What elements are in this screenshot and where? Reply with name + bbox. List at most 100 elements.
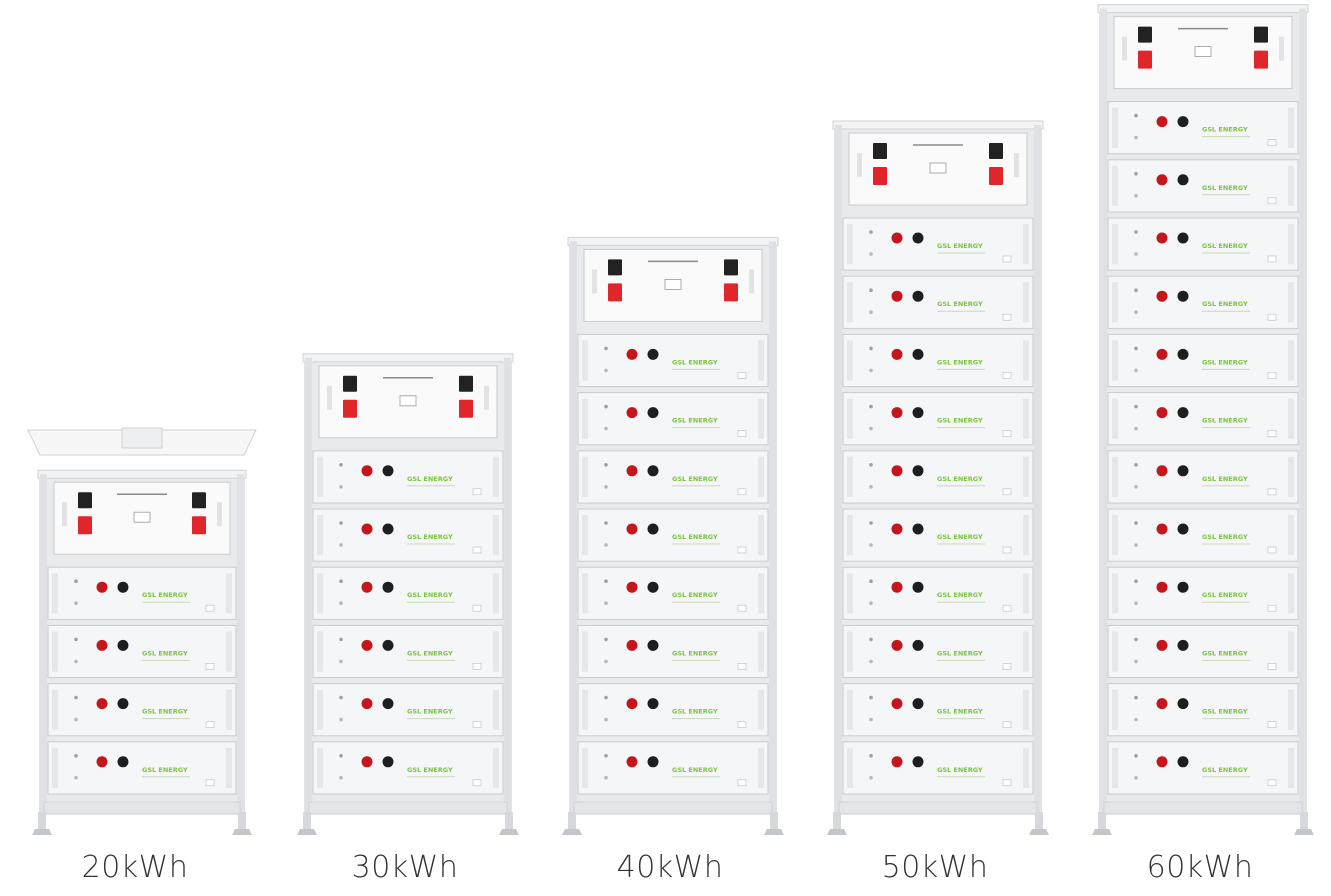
positive-terminal [891,465,903,477]
module-handle-right [758,689,764,730]
reset-button [1134,426,1138,431]
module-handle-right [1023,515,1029,556]
battery-module: GSL ENERGY [577,683,769,737]
negative-terminal [1177,232,1189,244]
module-face [577,333,769,388]
positive-terminal [361,756,373,768]
negative-terminal [382,581,394,593]
foot-right [764,829,784,835]
battery-module: GSL ENERGY [842,333,1034,388]
port-icon [1267,663,1277,670]
reset-button [869,717,873,722]
port-icon [1002,721,1012,728]
brand-label: GSL ENERGY [407,591,453,599]
port-icon [737,779,747,787]
module-face [577,624,769,679]
reset-button [604,659,608,664]
brand-label: GSL ENERGY [672,766,718,774]
battery-module: GSL ENERGY [842,392,1034,446]
brand-label: GSL ENERGY [1202,358,1248,366]
port-icon [1002,430,1012,437]
status-led [869,230,873,234]
negative-terminal [1177,348,1189,360]
foot-left-post [303,812,311,831]
cabinet-top-bar [37,469,247,479]
brand-label: GSL ENERGY [672,475,718,483]
brand-label: GSL ENERGY [142,591,188,599]
module-handle-right [1023,456,1029,497]
brand-label: GSL ENERGY [672,358,718,366]
module-handle-right [493,515,499,556]
reset-button [1134,543,1138,547]
module-handle-left [1112,631,1118,672]
positive-terminal [626,407,638,419]
module-handle-left [582,573,588,614]
right-post [237,474,244,814]
module-handle-left [847,456,853,497]
module-face [312,508,504,562]
negative-terminal [1177,174,1189,186]
brand-label: GSL ENERGY [937,708,983,716]
brand-label: GSL ENERGY [407,649,453,657]
negative-terminal [912,523,924,535]
reset-button [604,485,608,489]
module-handle-right [1288,282,1294,323]
status-led [339,463,343,467]
module-handle-right [493,573,499,614]
battery-module: GSL ENERGY [577,508,769,562]
module-handle-right [1288,689,1294,730]
negative-terminal [912,407,924,419]
battery-module: GSL ENERGY [47,683,237,737]
handle-left [1122,36,1127,61]
breaker-red-right [724,283,738,302]
brand-label: GSL ENERGY [937,358,983,366]
module-handle-left [52,747,58,788]
module-face [47,741,237,795]
brand-label: GSL ENERGY [1202,300,1248,308]
module-handle-left [1112,515,1118,556]
reset-button [869,252,873,256]
module-face [1107,741,1299,795]
module-handle-left [847,573,853,614]
reset-button [604,776,608,780]
foot-left-post [568,812,576,831]
cabinet-base [573,801,773,815]
positive-terminal [626,639,638,651]
battery-module: GSL ENERGY [842,508,1034,562]
reset-button [604,426,608,431]
battery-module: GSL ENERGY [842,450,1034,504]
port-icon [1267,604,1277,612]
brand-label: GSL ENERGY [1202,475,1248,483]
brand-label: GSL ENERGY [672,533,718,541]
handle-right [484,385,489,410]
right-post [1299,8,1306,815]
brand-label: GSL ENERGY [142,708,188,716]
port-icon [472,546,482,554]
battery-module: GSL ENERGY [1107,392,1299,446]
reset-button [604,368,608,373]
foot-left [32,829,52,835]
left-post [570,241,577,814]
handle-right [1279,36,1284,61]
reset-button [339,601,343,605]
reset-button [339,776,343,780]
status-led [1134,521,1138,525]
display-window [133,511,151,523]
module-handle-left [582,456,588,497]
module-face [1107,392,1299,446]
module-handle-left [52,689,58,730]
positive-terminal [891,523,903,535]
module-face [842,683,1034,737]
module-face [312,683,504,737]
module-handle-right [493,689,499,730]
positive-terminal [1156,581,1168,593]
status-led [339,754,343,758]
port-icon [1002,313,1012,321]
module-handle-right [758,515,764,556]
status-led [869,463,873,467]
left-post [835,125,842,814]
battery-module: GSL ENERGY [312,624,504,679]
positive-terminal [361,698,373,710]
reset-button [869,776,873,780]
status-led [869,579,873,583]
